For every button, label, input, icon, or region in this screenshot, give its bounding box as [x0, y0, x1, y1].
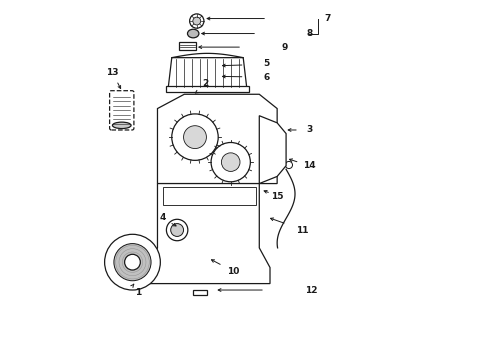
Ellipse shape [188, 29, 199, 38]
Text: 13: 13 [106, 68, 119, 77]
Circle shape [190, 14, 204, 28]
Text: 3: 3 [306, 126, 313, 135]
Polygon shape [179, 42, 196, 50]
Circle shape [184, 126, 206, 149]
Text: 6: 6 [263, 73, 270, 82]
Circle shape [221, 153, 240, 171]
Circle shape [172, 114, 218, 160]
Polygon shape [259, 116, 286, 184]
Circle shape [193, 17, 201, 25]
Circle shape [171, 224, 184, 237]
Polygon shape [166, 86, 249, 92]
Text: 11: 11 [296, 225, 308, 234]
Circle shape [167, 219, 188, 241]
Text: 14: 14 [303, 161, 316, 170]
Text: 2: 2 [202, 79, 209, 88]
Ellipse shape [112, 122, 131, 129]
Text: 12: 12 [305, 285, 318, 294]
Polygon shape [163, 187, 256, 205]
Circle shape [124, 254, 140, 270]
Polygon shape [193, 290, 207, 295]
Polygon shape [168, 58, 247, 88]
Text: 1: 1 [135, 288, 141, 297]
Text: 7: 7 [324, 14, 330, 23]
Text: 4: 4 [160, 213, 166, 222]
Text: 10: 10 [227, 267, 240, 276]
FancyBboxPatch shape [110, 91, 134, 130]
Text: 8: 8 [306, 29, 313, 38]
Polygon shape [157, 94, 277, 184]
Text: 9: 9 [282, 42, 288, 51]
Circle shape [285, 161, 293, 168]
Circle shape [211, 143, 250, 182]
Circle shape [104, 234, 160, 290]
Circle shape [114, 244, 151, 281]
Text: 5: 5 [263, 59, 270, 68]
Polygon shape [147, 184, 270, 284]
Text: 15: 15 [271, 192, 283, 201]
